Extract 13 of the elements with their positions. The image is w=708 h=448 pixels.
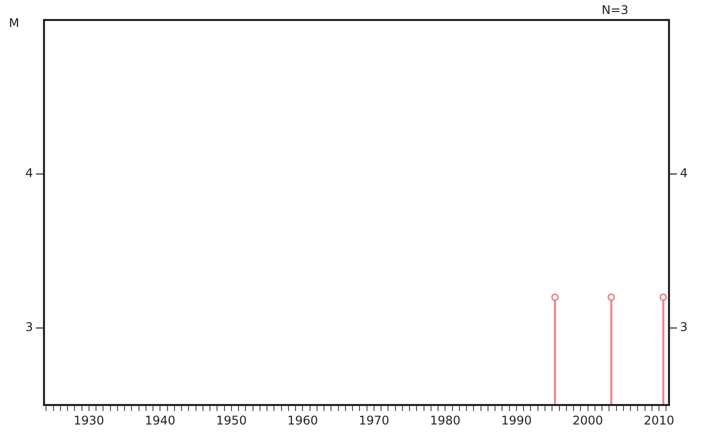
x-tick-label: 1940 bbox=[144, 413, 176, 428]
x-tick-label: 1950 bbox=[216, 413, 247, 428]
x-tick-label: 1930 bbox=[74, 413, 104, 428]
x-tick-label: 2000 bbox=[572, 413, 604, 428]
x-tick-label: 1980 bbox=[430, 413, 460, 428]
x-tick-label: 1970 bbox=[358, 413, 390, 428]
text: N=3 bbox=[602, 3, 628, 18]
x-tick-label: 1960 bbox=[287, 413, 318, 428]
y2-tick-label: 3 bbox=[680, 320, 688, 334]
x-tick-label: 2010 bbox=[644, 413, 674, 428]
y2-tick-label: 4 bbox=[680, 166, 688, 180]
x-tick-label: 1990 bbox=[501, 413, 532, 428]
y-axis-title: M bbox=[8, 16, 20, 30]
